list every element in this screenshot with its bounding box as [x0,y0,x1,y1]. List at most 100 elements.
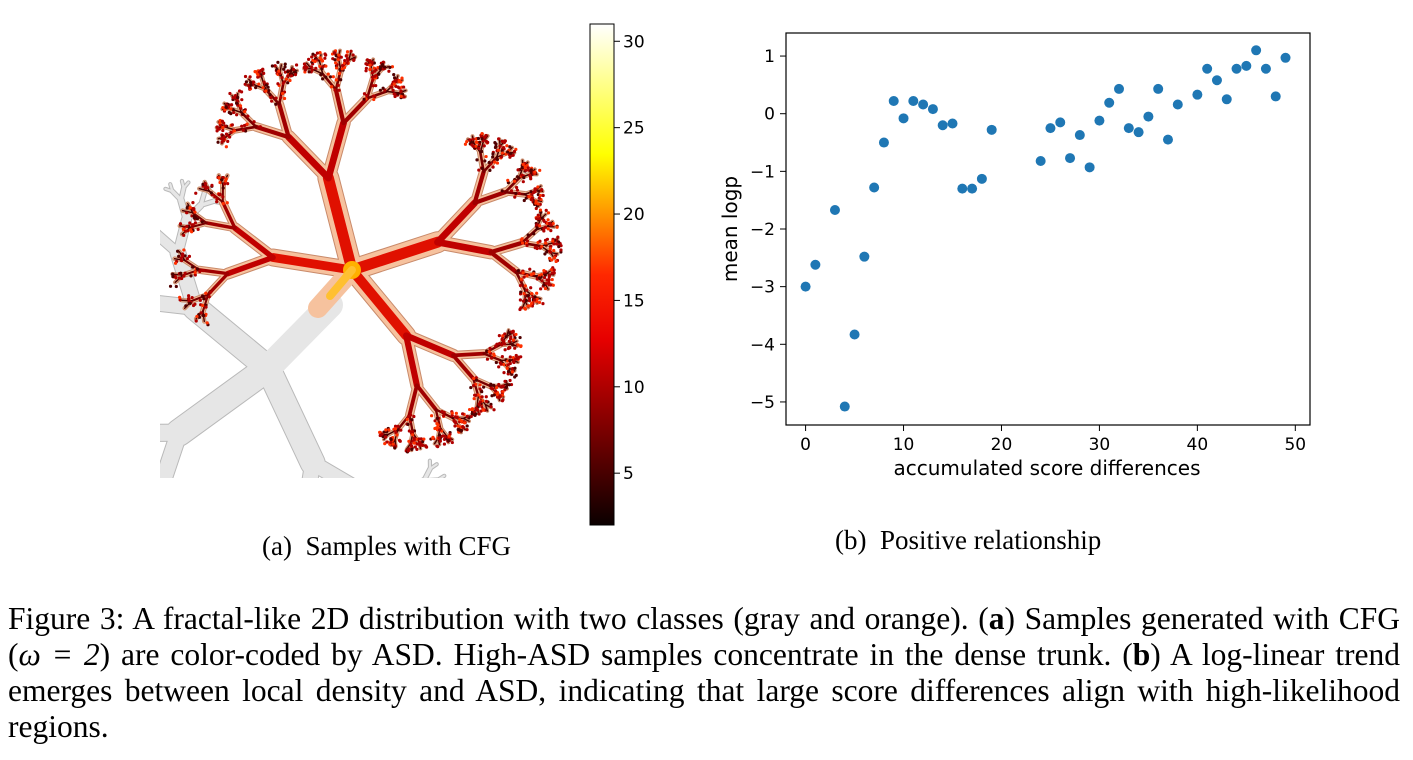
sample-point [378,65,382,69]
sample-point [532,271,536,276]
sample-point [333,58,337,62]
gray-branch [94,333,95,345]
scatter-point [1270,91,1281,102]
gray-branch-outline [303,525,318,530]
x-tick-label: 0 [800,435,811,455]
sample-point [246,114,250,118]
sample-point [220,178,224,182]
sample-point [521,271,525,275]
sample-point [407,439,411,443]
sample-point [364,69,368,73]
sample-point [527,299,532,303]
sample-point [371,78,375,82]
sample-point [485,357,490,361]
gray-branch-outline [44,450,57,457]
sample-branch [451,353,476,381]
colorbar-tick-label: 20 [623,205,645,225]
caption-bold-b: b [1132,637,1151,672]
sample-point [188,228,193,232]
gray-branch [428,463,438,470]
sample-branch [191,211,208,225]
sample-point [222,121,226,125]
scatter-point [1143,111,1154,122]
sample-point [544,225,548,229]
gray-branch [90,516,103,522]
sample-point [209,290,213,294]
sample-point [402,85,406,89]
sample-point [364,62,368,66]
sample-point [504,385,509,389]
sample-point [549,229,553,233]
sample-point [224,145,228,149]
sample-branch [403,332,420,389]
sample-point [235,98,239,103]
sample-point [543,238,548,242]
sample-point [450,414,454,418]
sample-point [552,242,556,246]
sample-point [474,393,478,397]
sample-branch [341,96,370,126]
sample-point [226,139,230,143]
sample-point [477,146,481,150]
gray-branch-outline [56,411,80,412]
sample-branch [268,253,357,275]
sample-point [540,279,544,283]
sample-point [484,133,488,138]
subcaption-b-tag: (b) [835,525,867,555]
sample-point [283,70,287,74]
sample-point [480,137,484,141]
sample-point [525,274,529,278]
sample-point [240,124,244,128]
sample-point [197,315,202,319]
gray-branch [78,263,81,270]
gray-branch-outline [127,495,158,519]
sample-point [480,149,484,154]
sample-point [495,342,499,346]
sample-point [240,98,244,102]
sample-point [525,288,529,292]
sample-point [555,242,559,246]
sample-point [521,299,526,303]
gray-branch [103,520,127,522]
sample-point [519,344,523,349]
sample-point [472,376,476,381]
sample-point [552,248,556,253]
sample-point [340,63,345,68]
gray-branch [120,212,123,219]
sample-point [517,355,521,359]
sample-point [179,259,184,263]
y-tick-label: −5 [750,393,775,413]
sample-point [392,72,396,77]
sample-point [437,428,442,432]
sample-point [539,287,543,291]
gray-branch [160,424,188,478]
sample-point [268,92,272,97]
gray-branch [437,480,444,483]
sample-branch [385,90,400,94]
sample-point [315,51,320,55]
sample-point [538,208,543,212]
sample-point [396,428,400,432]
sample-point [465,428,469,432]
sample-point [337,53,341,57]
gray-branch [367,493,405,494]
scatter-point [967,183,978,194]
colorbar-tick-label: 15 [623,291,645,311]
gray-branch [384,529,403,530]
sample-point [459,419,464,423]
sample-point [481,408,485,412]
scatter-point [810,259,821,270]
sample-point [482,144,486,148]
sample-point [554,259,558,264]
sample-branch [253,124,291,140]
gray-branch [423,467,432,478]
gray-branch [148,193,152,199]
sample-point [225,201,229,205]
sample-point [383,441,387,446]
sample-point [494,144,498,149]
sample-point [388,65,392,69]
sample-point [204,305,208,309]
sample-point [282,80,286,84]
sample-point [546,218,550,222]
sample-point [541,193,545,198]
